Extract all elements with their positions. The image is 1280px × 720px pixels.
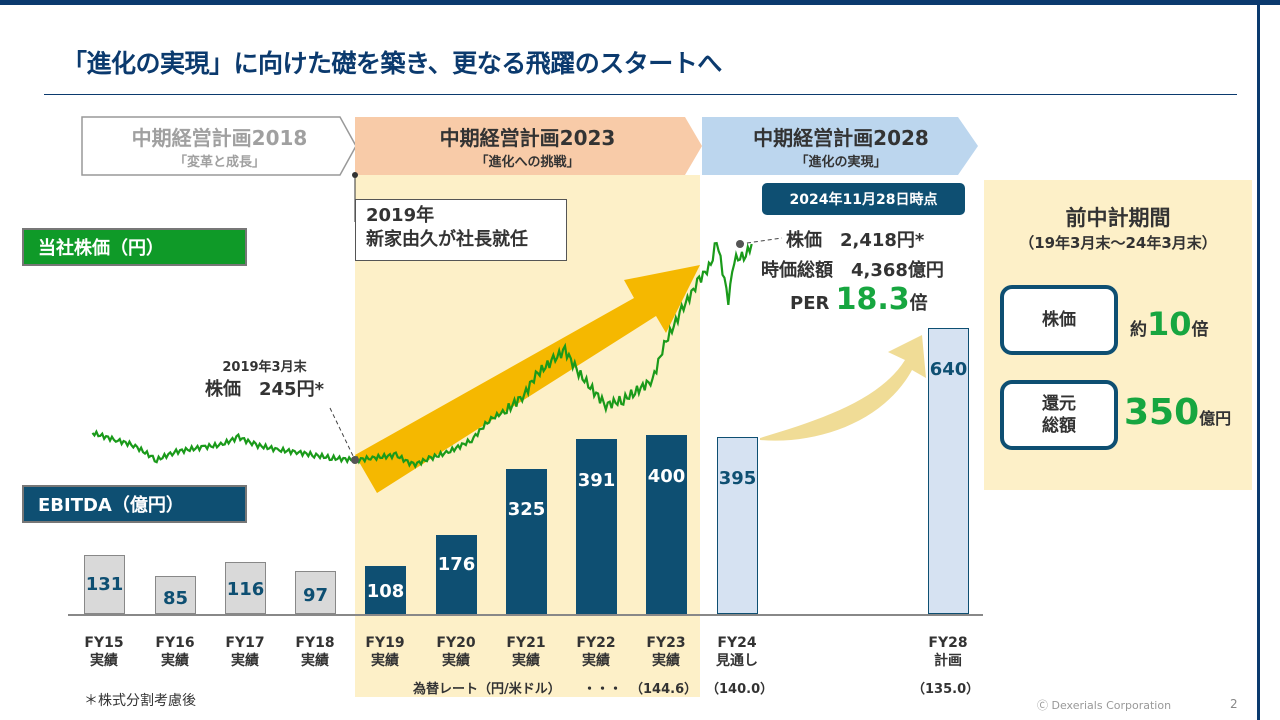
ebitda-value-label: 97	[302, 584, 329, 606]
phase-name: 中期経営計画2023	[439, 126, 616, 150]
top-border	[0, 0, 1280, 5]
phase-subtitle: 「進化の実現」	[795, 155, 887, 170]
annotation-price: 株価 245円*	[205, 379, 324, 400]
ebitda-bar: 640	[928, 327, 969, 614]
x-tick-label: FY18 実績	[295, 635, 335, 669]
growth-value: 10	[1147, 305, 1192, 343]
ebitda-value-label: 131	[85, 574, 124, 595]
x-tick-label: FY19 実績	[365, 635, 405, 669]
x-tick-label: FY22 実績	[576, 635, 616, 669]
ebitda-value-label: 325	[507, 498, 546, 520]
point-2019	[351, 456, 359, 464]
x-tick-label: FY21 実績	[506, 635, 546, 669]
ebitda-bar: 85	[155, 576, 196, 614]
return-value: 350	[1124, 392, 1200, 433]
growth-unit: 倍	[1191, 320, 1209, 340]
stock-price-label: 当社株価（円）	[22, 228, 247, 266]
market-cap: 時価総額 4,368億円	[761, 260, 944, 281]
total-return-amount: 350億円	[1124, 392, 1231, 433]
x-tick-label: FY17 実績	[225, 635, 265, 669]
total-return-box: 還元 総額	[1000, 380, 1118, 450]
phase-name: 中期経営計画2028	[753, 126, 929, 150]
x-tick-label: FY15 実績	[84, 635, 124, 669]
x-tick-label: FY24 見通し	[716, 635, 758, 669]
point-current	[736, 240, 744, 248]
growth-prefix: 約	[1130, 320, 1147, 340]
ebitda-value-label: 85	[162, 588, 189, 610]
phase-arrow-2023	[355, 117, 702, 175]
per-label: PER	[790, 293, 830, 314]
annotation-date: 2019年3月末	[222, 360, 307, 375]
leader-line-current	[739, 237, 783, 245]
phase-arrow-2028	[702, 117, 978, 175]
ebitda-value-label: 400	[647, 466, 686, 488]
phase-subtitle: 「進化への挑戦」	[475, 155, 580, 170]
fx-fy28: （135.0）	[912, 682, 980, 697]
copyright: Ⓒ Dexerials Corporation	[1037, 699, 1172, 712]
ebitda-bar: 176	[436, 535, 477, 614]
leader-line-2019	[329, 407, 356, 461]
note-year: 2019年	[366, 205, 435, 226]
ebitda-value-label: 640	[929, 358, 968, 380]
per-value: 18.3	[835, 282, 910, 317]
previous-plan-panel: 前中計期間 （19年3月末～24年3月末） 株価 約10倍 還元 総額 350億…	[984, 180, 1252, 490]
per: PER 18.3倍	[790, 282, 928, 317]
ebitda-bar: 391	[576, 439, 617, 614]
ebitda-label: EBITDA（億円）	[22, 485, 247, 523]
x-axis	[68, 614, 983, 616]
right-border	[1257, 0, 1260, 720]
ebitda-bar: 97	[295, 570, 336, 614]
future-arrow	[760, 335, 926, 441]
x-tick-label: FY28 計画	[928, 635, 968, 669]
fx-fy24: （140.0）	[706, 682, 774, 697]
panel-period: （19年3月末～24年3月末）	[1019, 234, 1217, 252]
phase-plan-2023: 中期経営計画2023 「進化への挑戦」	[355, 117, 700, 175]
as-of-date-badge: 2024年11月28日時点	[762, 183, 965, 215]
ebitda-value-label: 108	[366, 581, 405, 603]
page-title: 「進化の実現」に向けた礎を築き、更なる飛躍のスタートへ	[62, 49, 722, 78]
phase-name: 中期経営計画2018	[131, 126, 308, 150]
ebitda-bar: 131	[84, 555, 125, 614]
phase-arrow-2018	[81, 116, 357, 176]
stock-price-box: 株価	[1000, 285, 1118, 355]
note-2019-president: 2019年新家由久が社長就任	[355, 199, 567, 261]
ebitda-bar: 116	[225, 562, 266, 614]
phase-plan-2018: 中期経営計画2018 「変革と成長」	[82, 117, 357, 175]
current-stock-price: 株価 2,418円*	[786, 230, 925, 251]
ebitda-bar: 395	[717, 437, 758, 614]
ebitda-value-label: 176	[437, 554, 476, 576]
title-divider	[44, 94, 1237, 95]
phase-plan-2028: 中期経営計画2028 「進化の実現」	[702, 117, 980, 175]
panel-title: 前中計期間	[1065, 206, 1171, 230]
note-text: 新家由久が社長就任	[366, 229, 528, 250]
ebitda-value-label: 395	[718, 468, 757, 490]
growth-arrow	[355, 265, 700, 493]
phase-subtitle: 「変革と成長」	[173, 155, 265, 170]
fx-fy23: （144.6）	[630, 682, 698, 697]
page-number: 2	[1230, 697, 1238, 711]
ebitda-bar: 108	[365, 565, 406, 614]
ebitda-bar: 400	[646, 435, 687, 614]
footnote: ＊株式分割考慮後	[84, 693, 196, 709]
x-tick-label: FY16 実績	[155, 635, 195, 669]
ebitda-value-label: 391	[577, 470, 616, 492]
stock-price-line	[91, 241, 753, 469]
ebitda-value-label: 116	[226, 578, 265, 600]
per-unit: 倍	[909, 293, 928, 314]
annotation-2019-price: 2019年3月末株価 245円*	[205, 356, 324, 401]
x-tick-label: FY20 実績	[436, 635, 476, 669]
stock-price-growth: 約10倍	[1130, 305, 1209, 343]
x-tick-label: FY23 実績	[646, 635, 686, 669]
ebitda-bar: 325	[506, 468, 547, 614]
fx-rate-label: 為替レート（円/米ドル）	[413, 682, 561, 697]
return-unit: 億円	[1199, 409, 1232, 428]
fx-ellipsis: ・・・	[583, 682, 623, 697]
